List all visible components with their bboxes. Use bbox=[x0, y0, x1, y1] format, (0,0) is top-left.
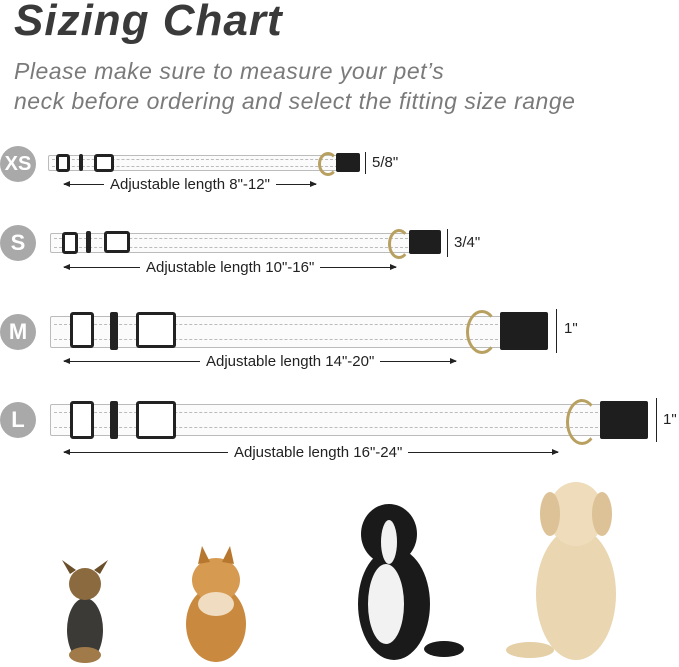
buckle-female bbox=[70, 312, 94, 348]
d-ring-icon bbox=[566, 399, 598, 445]
title: Sizing Chart bbox=[14, 0, 283, 45]
size-badge: M bbox=[0, 314, 36, 350]
buckle-male bbox=[500, 312, 548, 350]
length-label: Adjustable length 16"-24" bbox=[234, 444, 403, 461]
buckle-female bbox=[70, 401, 94, 439]
width-marker bbox=[556, 309, 557, 353]
buckle-male bbox=[409, 230, 441, 254]
buckle-female bbox=[62, 232, 78, 254]
length-label: Adjustable length 10"-16" bbox=[146, 259, 315, 276]
keeper bbox=[110, 312, 118, 350]
length-label: Adjustable length 14"-20" bbox=[206, 353, 375, 370]
width-label: 3/4" bbox=[454, 234, 481, 251]
collar-strap bbox=[50, 233, 422, 253]
keeper bbox=[79, 154, 83, 171]
subtitle-line-2: neck before ordering and select the fitt… bbox=[14, 88, 576, 114]
width-marker bbox=[656, 398, 657, 442]
d-ring-icon bbox=[388, 229, 410, 259]
width-marker bbox=[447, 229, 448, 257]
collar-strap bbox=[50, 404, 612, 436]
buckle-male bbox=[600, 401, 648, 439]
yorkshire-terrier-image bbox=[62, 560, 108, 663]
width-label: 1" bbox=[663, 411, 677, 428]
collar-strap bbox=[50, 316, 512, 348]
buckle-male bbox=[336, 153, 360, 172]
golden-retriever-image bbox=[506, 482, 616, 660]
keeper bbox=[110, 401, 118, 439]
width-marker bbox=[365, 152, 366, 174]
slider-buckle bbox=[94, 154, 114, 172]
slider-buckle bbox=[104, 231, 130, 253]
subtitle-line-1: Please make sure to measure your pet’s bbox=[14, 58, 445, 84]
size-badge: L bbox=[0, 402, 36, 438]
pomeranian-image bbox=[186, 546, 246, 662]
size-badge: S bbox=[0, 225, 36, 261]
width-label: 1" bbox=[564, 320, 578, 337]
collar-strap bbox=[48, 155, 342, 171]
slider-buckle bbox=[136, 312, 176, 348]
width-label: 5/8" bbox=[372, 154, 399, 171]
length-label: Adjustable length 8"-12" bbox=[110, 176, 270, 193]
size-badge: XS bbox=[0, 146, 36, 182]
buckle-female bbox=[56, 154, 70, 172]
keeper bbox=[86, 231, 91, 253]
border-collie-image bbox=[358, 504, 464, 660]
d-ring-icon bbox=[318, 152, 338, 176]
d-ring-icon bbox=[466, 310, 498, 354]
slider-buckle bbox=[136, 401, 176, 439]
